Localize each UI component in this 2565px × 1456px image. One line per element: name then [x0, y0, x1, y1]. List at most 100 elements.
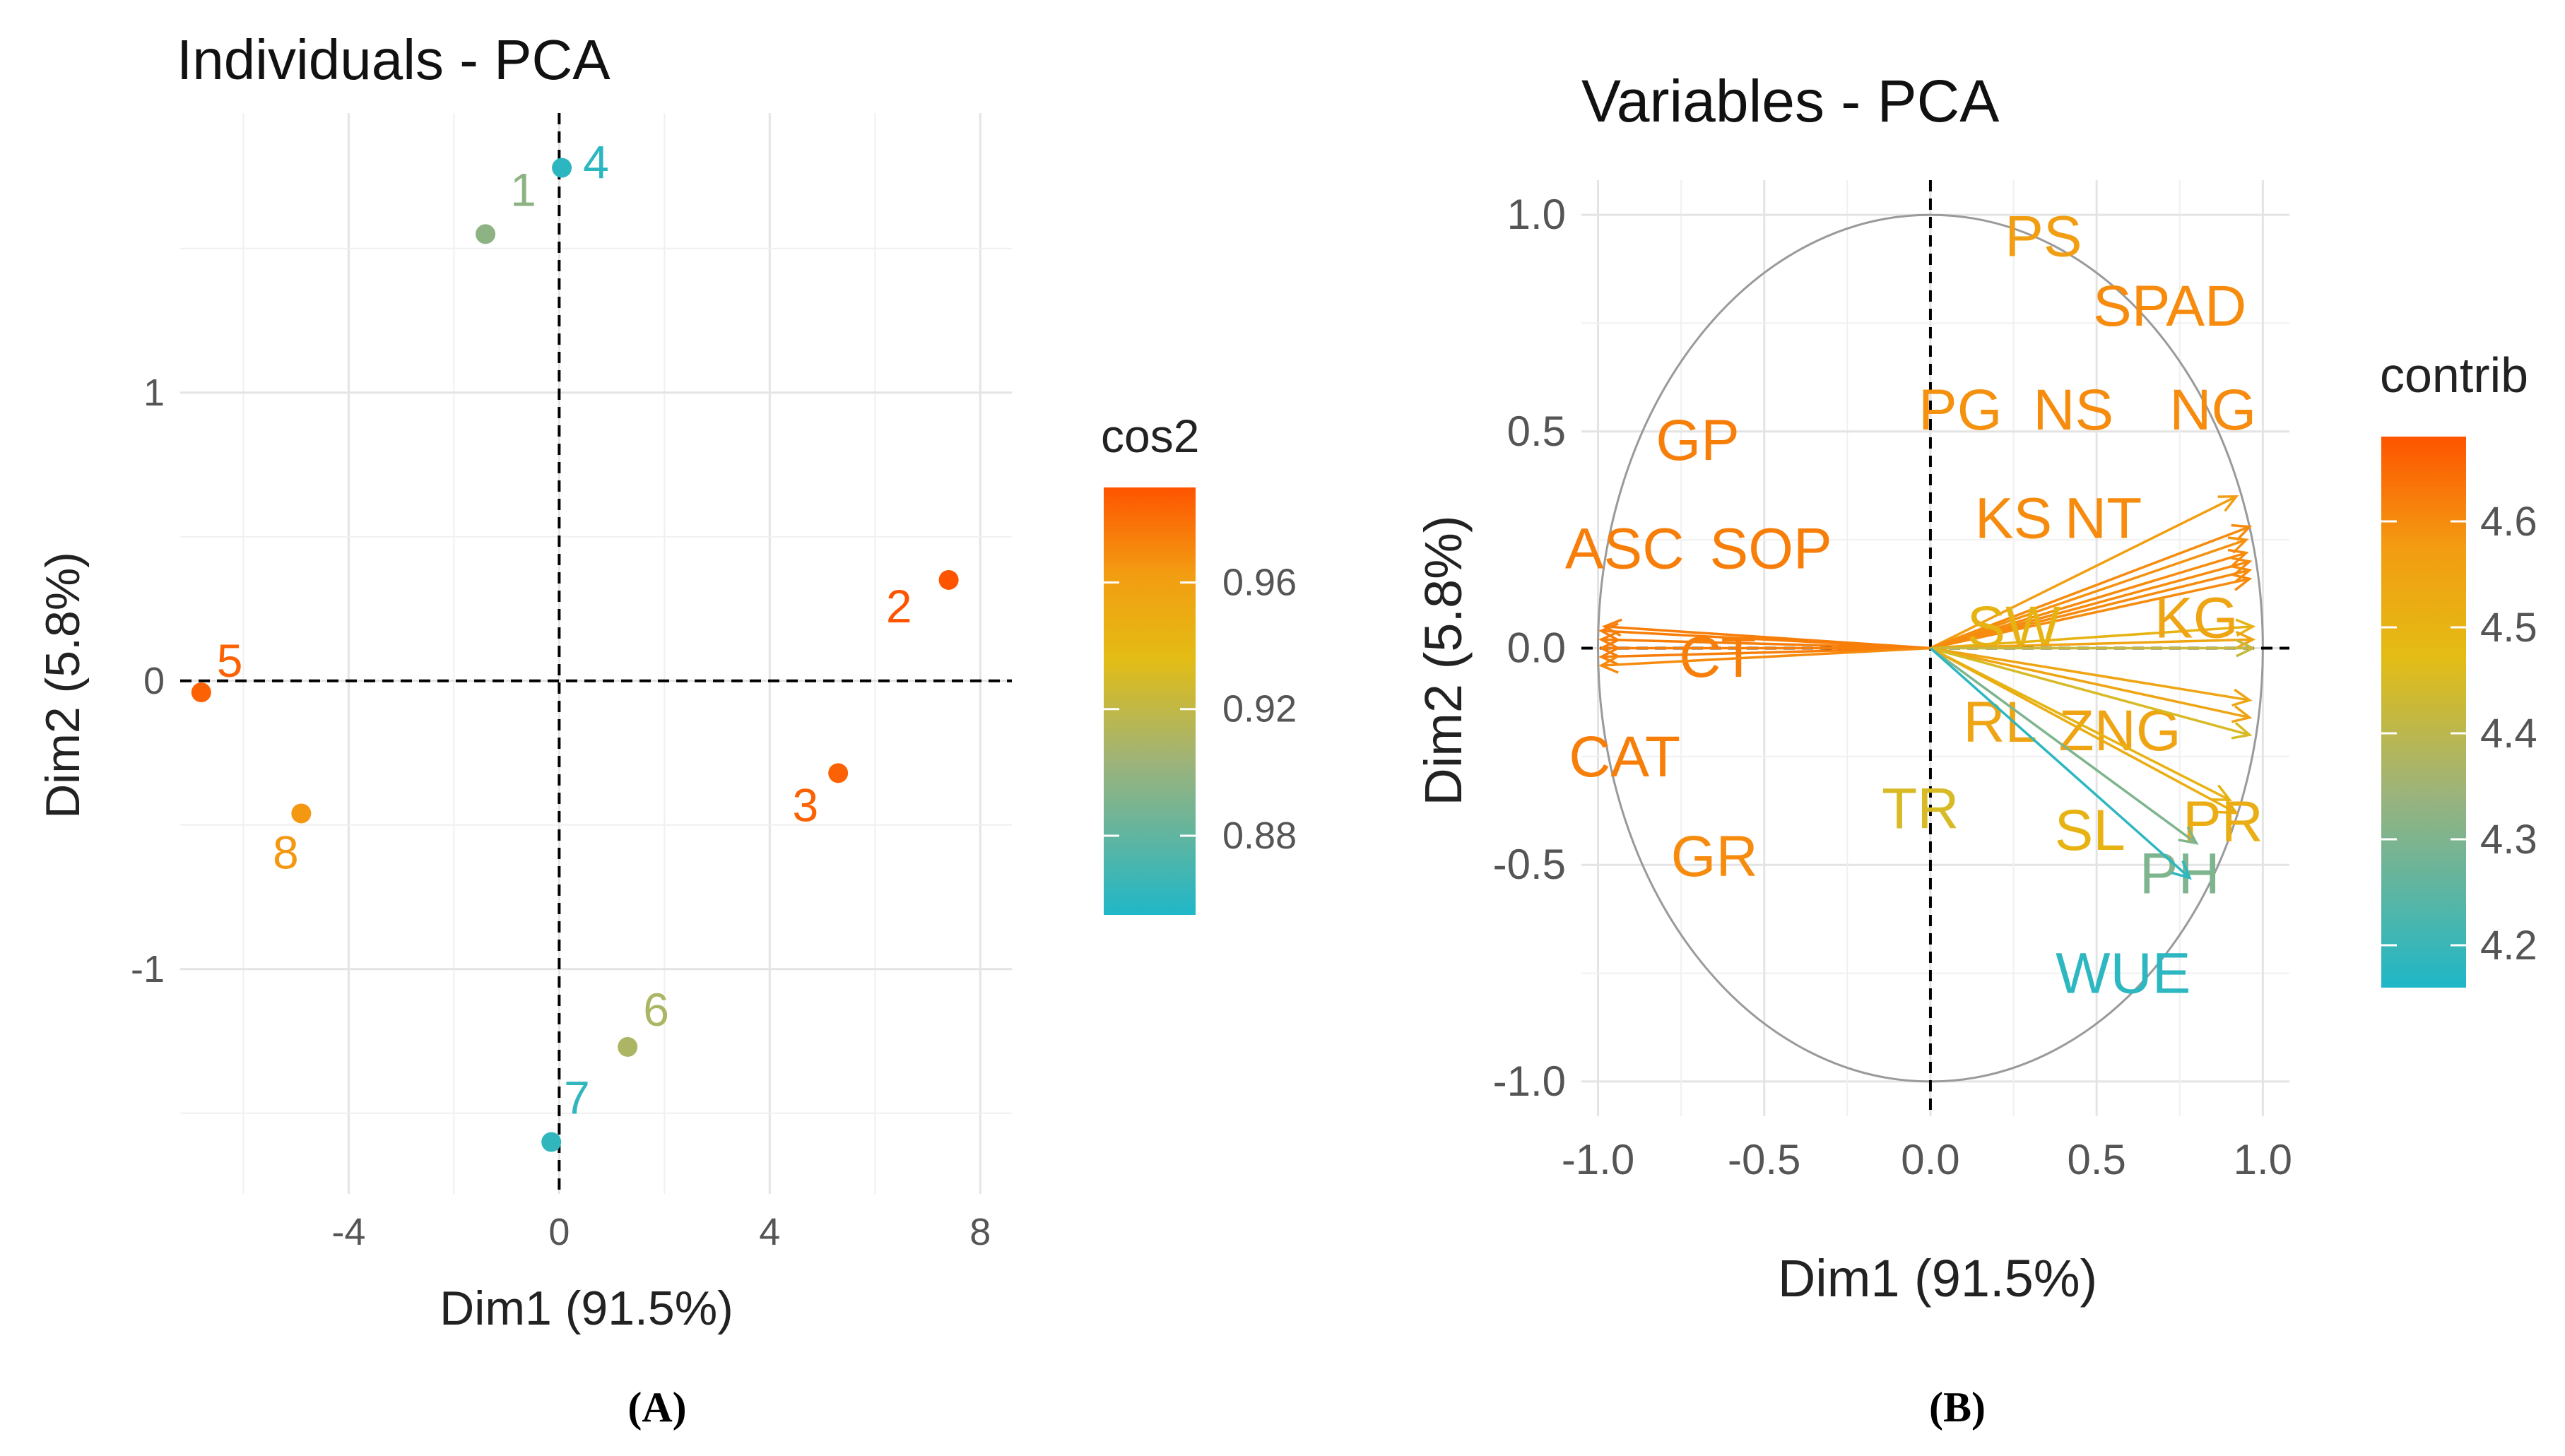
panel-a-ytick-label: 1	[143, 372, 165, 414]
panel-a-xlabel: Dim1 (91.5%)	[440, 1282, 733, 1335]
arrowhead-PR	[2217, 797, 2239, 815]
arrow-label-KG: KG	[2154, 586, 2238, 651]
arrow-label-CAT: CAT	[1569, 725, 1680, 789]
arrow-GR	[1601, 646, 1931, 667]
arrowhead-WUE	[2171, 860, 2192, 880]
arrow-NG	[1930, 560, 2251, 650]
arrow-PR	[1930, 646, 2237, 815]
arrow-label-KS: KS	[1975, 486, 2052, 550]
arrowhead-SL	[2211, 784, 2232, 802]
arrow-label-SPAD: SPAD	[2093, 274, 2246, 338]
arrowhead-PG	[2227, 536, 2249, 554]
arrowhead-GR	[1598, 655, 1619, 674]
point-3	[828, 763, 849, 783]
arrowhead-unlabeled	[2236, 639, 2256, 658]
arrow-label-GP: GP	[1656, 408, 1739, 473]
panel-b-ytick-label: -1.0	[1493, 1058, 1566, 1105]
point-4	[552, 158, 572, 178]
panel-a-legend-title: cos2	[1101, 410, 1199, 462]
point-label-6: 6	[643, 983, 669, 1036]
arrow-SL	[1930, 646, 2231, 801]
arrow-label-PG: PG	[1918, 378, 2002, 442]
arrowhead-KS	[2231, 564, 2253, 583]
arrow-CAT	[1601, 646, 1930, 658]
arrow-label-NS: NS	[2033, 378, 2113, 442]
panel-a-xtick-label: 4	[759, 1211, 780, 1253]
arrow-SOP	[1601, 638, 1930, 650]
point-label-2: 2	[886, 580, 912, 632]
panel-a-label: (A)	[627, 1384, 686, 1431]
panel-a-xtick-label: -4	[331, 1211, 365, 1253]
arrow-label-ZNG: ZNG	[2059, 699, 2181, 763]
arrowhead-CT	[1598, 639, 1619, 658]
arrowhead-KG	[2235, 630, 2256, 649]
point-7	[541, 1132, 562, 1152]
point-label-7: 7	[564, 1072, 590, 1124]
arrow-RL	[1930, 646, 2250, 702]
panel-a-grid	[180, 113, 1012, 1194]
panel-b-legend-title: contrib	[2380, 348, 2528, 403]
arrowhead-NS	[2227, 548, 2249, 567]
arrow-NS	[1930, 551, 2247, 650]
arrow-TR	[1930, 646, 2251, 736]
arrow-SW	[1930, 625, 2253, 650]
point-label-4: 4	[583, 136, 609, 189]
panel-b-legend-tick-label: 4.2	[2480, 923, 2537, 969]
arrowhead-ZNG	[2231, 705, 2253, 723]
point-label-1: 1	[510, 163, 536, 215]
panel-a-axes: -4 0 4 8 -1 0 1	[131, 113, 1012, 1253]
panel-b: Variables - PCA -1.0 -0.5 0.0 0.5 1.0 -1.0 -0.…	[1414, 68, 2537, 1431]
arrow-PS	[1930, 495, 2237, 650]
panel-a-ytick-label: 0	[143, 660, 165, 702]
arrow-label-NT: NT	[2065, 486, 2142, 550]
arrow-label-SL: SL	[2055, 798, 2125, 863]
arrowhead-SOP	[1598, 630, 1619, 649]
arrow-SPAD	[1930, 526, 2251, 650]
panel-a-title: Individuals - PCA	[177, 28, 611, 91]
panel-a-xtick-label: 0	[548, 1211, 570, 1253]
point-label-3: 3	[792, 779, 818, 831]
panel-b-ytick-label: 1.0	[1507, 191, 1566, 238]
arrow-label-NG: NG	[2169, 378, 2256, 442]
point-6	[618, 1036, 638, 1057]
arrow-label-GR: GR	[1671, 824, 1758, 889]
panel-a: Individuals - PCA -4 0 4 8 -1 0 1 1 2 3 4 5 6 7 8 Dim…	[36, 28, 1297, 1431]
panel-a-ylabel: Dim2 (5.8%)	[36, 552, 90, 819]
panel-a-legend-tick-label: 0.92	[1222, 688, 1297, 730]
arrowhead-TR	[2231, 721, 2253, 740]
arrowhead-PS	[2217, 495, 2239, 512]
point-5	[191, 682, 211, 703]
panel-b-legend-tick-label: 4.3	[2480, 817, 2537, 863]
panel-b-colorbar	[2381, 437, 2466, 988]
point-1	[476, 224, 496, 244]
panel-b-xtick-label: 0.5	[2067, 1136, 2125, 1183]
panel-b-title: Variables - PCA	[1581, 68, 1999, 134]
arrow-ZNG	[1930, 646, 2250, 719]
arrow-label-SOP: SOP	[1710, 516, 1832, 581]
panel-b-legend-tick-label: 4.4	[2480, 711, 2537, 757]
arrow-KS	[1930, 569, 2250, 650]
point-2	[938, 569, 959, 590]
panel-b-xtick-label: 1.0	[2234, 1136, 2292, 1183]
panel-b-xtick-label: -1.0	[1562, 1136, 1634, 1183]
panel-b-xtick-label: 0.0	[1901, 1136, 1959, 1183]
panel-a-legend: cos2 0.88 0.92 0.96	[1101, 410, 1297, 915]
arrowhead-NG	[2231, 557, 2253, 575]
arrow-label-ASC: ASC	[1565, 516, 1685, 581]
arrow-ASC	[1601, 629, 1931, 650]
panel-b-ytick-label: 0.0	[1507, 625, 1566, 672]
panel-a-xtick-label: 8	[969, 1211, 991, 1253]
panel-b-ytick-label: -0.5	[1493, 841, 1566, 888]
point-label-5: 5	[217, 634, 243, 687]
arrowhead-SPAD	[2231, 523, 2253, 541]
arrowhead-ASC	[1598, 622, 1619, 641]
arrowhead-RL	[2231, 688, 2253, 707]
panel-a-legend-tick-label: 0.88	[1222, 815, 1297, 857]
panel-b-legend-ticks: 4.2 4.3 4.4 4.5 4.6	[2381, 499, 2537, 969]
panel-b-legend: contrib 4.2 4.3 4.4 4.5 4.6	[2380, 348, 2537, 988]
panel-b-ytick-label: 0.5	[1507, 408, 1566, 455]
panel-b-ylabel: Dim2 (5.8%)	[1414, 515, 1473, 805]
arrowhead-PH	[2178, 826, 2199, 845]
arrow-PH	[1929, 647, 2198, 844]
